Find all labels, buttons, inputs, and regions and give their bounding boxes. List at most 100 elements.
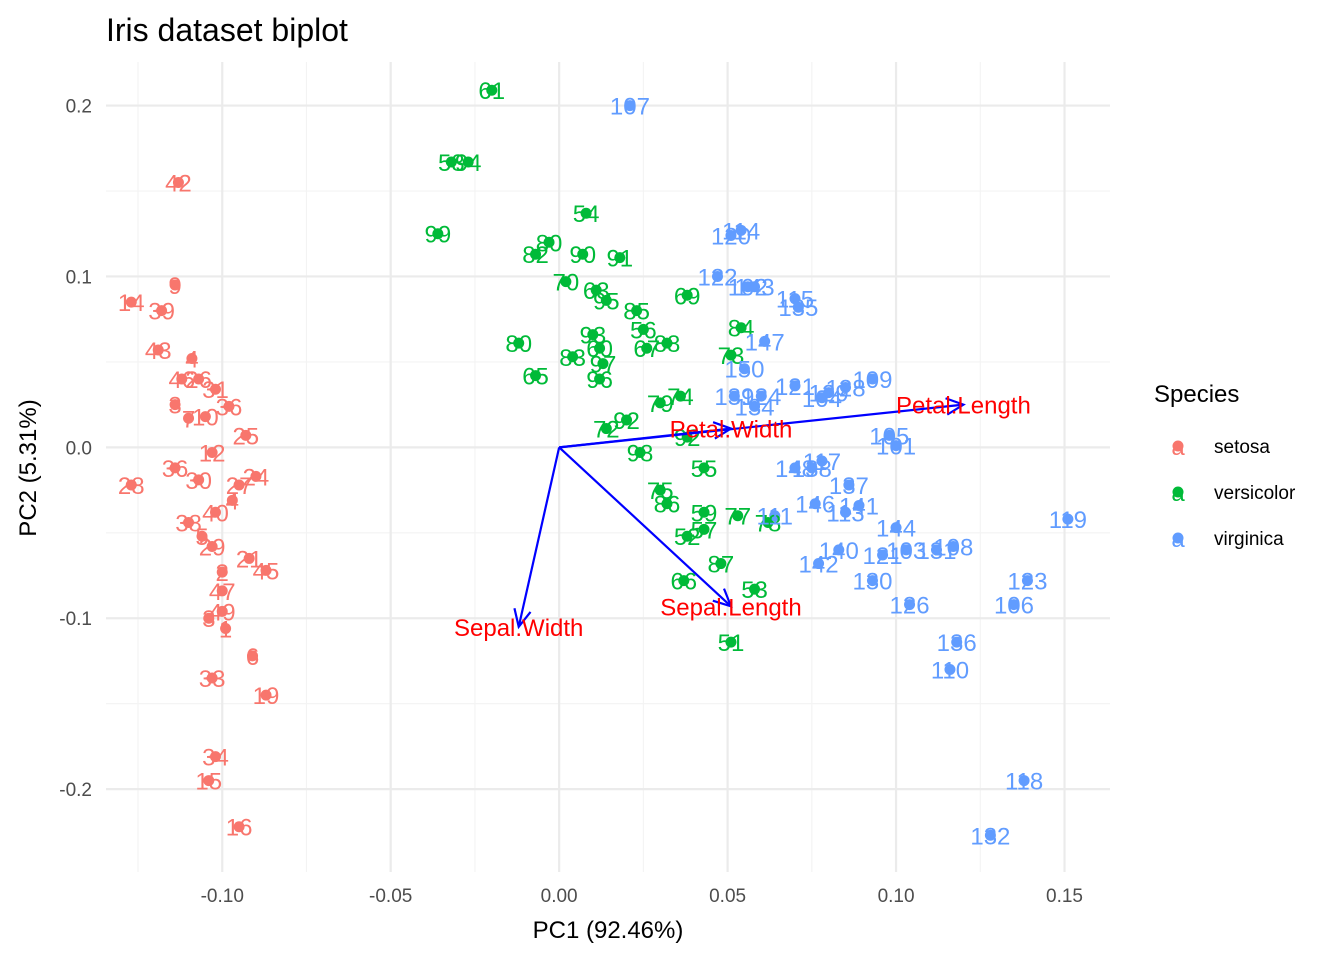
data-point-label: 4 [226, 488, 239, 515]
data-point-setosa [243, 552, 255, 564]
data-point-label: 137 [829, 473, 869, 500]
data-point-versicolor [641, 342, 653, 354]
data-point-label: 79 [647, 391, 674, 418]
data-point-label: 34 [202, 745, 229, 772]
x-tick-label: 0.05 [709, 886, 746, 907]
data-point-setosa [169, 462, 181, 474]
data-point-setosa [172, 176, 184, 188]
data-point-versicolor [732, 510, 744, 522]
data-point-setosa [206, 540, 218, 552]
data-point-virginica [890, 522, 902, 534]
loading-arrow [559, 427, 732, 449]
data-point-versicolor [654, 397, 666, 409]
legend-key-glyph: a [1171, 526, 1185, 553]
data-point-label: 52 [674, 524, 701, 551]
data-point-label: 83 [559, 345, 586, 372]
y-tick-label: 0.1 [66, 267, 92, 288]
data-point-virginica [749, 400, 761, 412]
data-point-versicolor [661, 498, 673, 510]
data-point-setosa [220, 622, 232, 634]
data-point-label: 9 [168, 273, 181, 300]
data-point-setosa [183, 517, 195, 529]
data-point-versicolor [530, 370, 542, 382]
loading-label: Sepal.Width [454, 615, 583, 642]
data-point-label: 121 [775, 374, 815, 401]
data-point-setosa [250, 470, 262, 482]
data-point-label: 57 [691, 517, 718, 544]
legend-label: setosa [1214, 437, 1270, 458]
data-point-virginica [749, 281, 761, 293]
data-point-label: 67 [633, 336, 660, 363]
data-point-setosa [216, 605, 228, 617]
data-point-virginica [1018, 775, 1030, 787]
data-point-label: 108 [933, 534, 973, 561]
loading-label: Petal.Length [896, 393, 1031, 420]
data-point-label: 65 [522, 364, 549, 391]
data-point-label: 59 [691, 500, 718, 527]
data-point-label: 87 [708, 552, 735, 579]
data-points [125, 84, 1074, 841]
data-point-virginica [816, 455, 828, 467]
data-point-virginica [1008, 599, 1020, 611]
data-point-label: 130 [852, 569, 892, 596]
data-point-setosa [223, 400, 235, 412]
data-point-label: 113 [826, 500, 864, 527]
data-point-setosa [169, 279, 181, 291]
data-point-label: 98 [627, 440, 654, 467]
loading-arrowhead [712, 588, 733, 608]
data-point-versicolor [513, 337, 525, 349]
data-point-label: 2 [216, 560, 229, 587]
data-point-label: 88 [654, 331, 681, 358]
data-point-setosa [226, 494, 238, 506]
y-tick-label: 0.2 [66, 97, 92, 118]
x-tick-label: -0.05 [369, 886, 412, 907]
data-point-label: 141 [839, 493, 879, 520]
loading-label: Petal.Width [670, 417, 793, 444]
data-point-label: 102 [728, 275, 768, 302]
data-point-versicolor [725, 636, 737, 648]
data-point-label: 131 [916, 538, 956, 565]
loading-arrow [517, 447, 561, 628]
data-point-label: 110 [931, 658, 969, 685]
data-point-label: 39 [148, 299, 175, 326]
data-point-setosa [156, 305, 168, 317]
data-point-label: 138 [792, 456, 832, 483]
major-gridlines [106, 62, 1110, 872]
data-point-label: 80 [536, 230, 563, 257]
x-axis-tick-labels: -0.10 -0.05 0.00 0.05 0.10 0.15 [201, 886, 1083, 907]
data-point-virginica [840, 382, 852, 394]
legend-label: virginica [1214, 529, 1284, 550]
data-point-virginica [806, 462, 818, 474]
data-point-label: 15 [195, 769, 222, 796]
data-point-versicolor [590, 284, 602, 296]
data-point-label: 6 [246, 644, 259, 671]
data-point-label: 49 [209, 599, 236, 626]
data-point-label: 80 [505, 331, 532, 358]
data-point-label: 21 [236, 546, 263, 573]
data-point-versicolor [614, 252, 626, 264]
data-point-versicolor [715, 558, 727, 570]
data-point-setosa [206, 672, 218, 684]
legend-key-point [1172, 440, 1184, 452]
data-point-setosa [260, 564, 272, 576]
data-point-versicolor [654, 484, 666, 496]
data-point-setosa [176, 373, 188, 385]
data-point-label: 61 [478, 78, 505, 105]
data-point-setosa [233, 479, 245, 491]
data-point-virginica [890, 440, 902, 452]
data-point-versicolor [445, 156, 457, 168]
data-point-setosa [209, 383, 221, 395]
x-axis-title: PC1 (92.46%) [533, 917, 684, 944]
data-point-label: 69 [674, 283, 701, 310]
data-point-label: 10 [192, 405, 219, 432]
loading-arrowhead [945, 397, 966, 416]
data-point-versicolor [661, 337, 673, 349]
data-point-label: 19 [253, 683, 280, 710]
data-point-label: 70 [553, 270, 580, 297]
data-point-virginica [900, 544, 912, 556]
y-tick-label: -0.2 [59, 780, 92, 801]
data-point-label: 122 [697, 264, 737, 291]
data-point-label: 60 [586, 336, 613, 363]
data-point-label: 148 [775, 456, 815, 483]
